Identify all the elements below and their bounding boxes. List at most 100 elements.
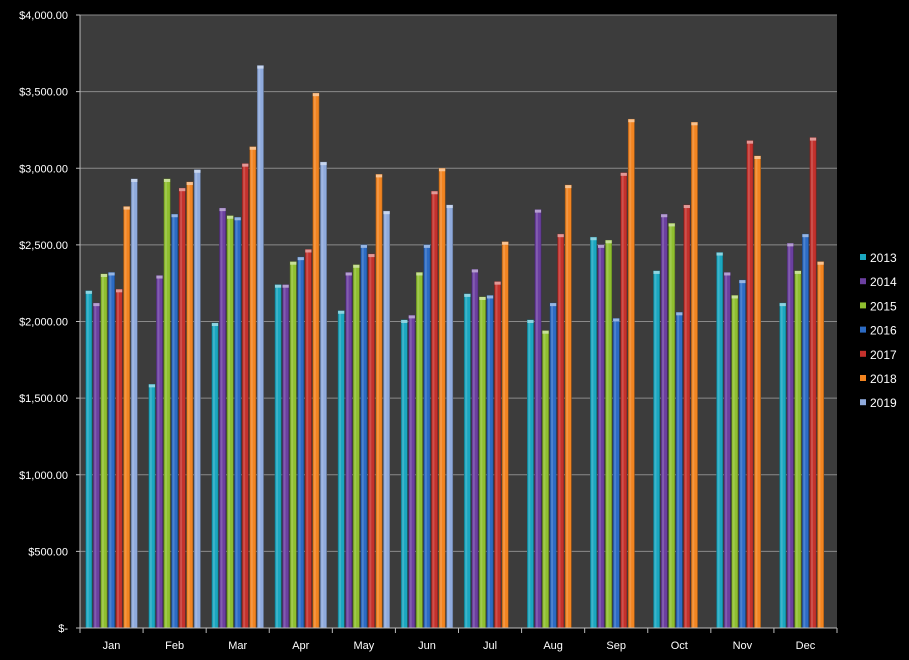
bar-cap — [312, 93, 320, 97]
legend-item: 2015 — [860, 299, 897, 313]
bar — [100, 273, 108, 629]
bar-cap — [274, 284, 282, 288]
bar-highlight — [409, 316, 412, 628]
bar-cap — [282, 284, 289, 288]
bar-highlight — [276, 285, 278, 628]
bar — [668, 223, 676, 629]
bar — [304, 249, 312, 629]
bar-highlight — [132, 179, 135, 629]
bar — [723, 272, 731, 629]
bar-cap — [739, 280, 746, 284]
bar — [731, 295, 739, 629]
legend-swatch — [860, 375, 866, 381]
legend-label: 2019 — [870, 396, 897, 410]
y-tick-label: $2,500.00 — [19, 240, 68, 252]
bar-highlight — [654, 271, 657, 628]
bar-highlight — [621, 173, 624, 628]
bar-highlight — [124, 207, 127, 628]
legend-swatch — [860, 350, 866, 357]
bar — [660, 213, 668, 629]
bar-highlight — [243, 164, 246, 628]
bar-cap — [683, 205, 690, 209]
bar-cap — [338, 310, 345, 314]
bar — [627, 118, 635, 629]
x-tick-label: Dec — [796, 640, 816, 652]
bar-cap — [817, 261, 824, 265]
bar — [320, 161, 327, 629]
bar — [108, 272, 115, 629]
bar-highlight — [117, 290, 119, 628]
bar — [786, 243, 794, 629]
bar — [289, 261, 297, 629]
bar-highlight — [811, 138, 813, 628]
legend-label: 2014 — [870, 275, 897, 289]
bar — [257, 65, 264, 629]
bar-cap — [345, 272, 352, 276]
bar-cap — [148, 384, 156, 388]
bar-cap — [194, 169, 201, 173]
bar-highlight — [402, 320, 405, 628]
bar-highlight — [213, 324, 215, 628]
bar-highlight — [495, 282, 498, 628]
x-tick-label: May — [353, 640, 374, 652]
y-tick-label: $1,000.00 — [19, 470, 68, 482]
bar-cap — [401, 319, 408, 323]
series-2016 — [108, 213, 809, 629]
bar — [738, 279, 746, 629]
bar — [557, 233, 565, 629]
x-tick-label: Jul — [483, 640, 497, 652]
bar-cap — [802, 234, 809, 238]
y-tick-label: $500.00 — [28, 546, 68, 558]
bar-cap — [211, 323, 219, 327]
bar-highlight — [740, 281, 743, 628]
bar-highlight — [732, 296, 735, 628]
bar-highlight — [440, 169, 442, 628]
bar-highlight — [488, 296, 490, 628]
bar-cap — [249, 146, 256, 150]
legend-item: 2013 — [860, 251, 897, 265]
bar-cap — [353, 264, 360, 268]
legend-item: 2014 — [860, 275, 897, 289]
bar — [156, 275, 163, 629]
bar-highlight — [662, 215, 665, 628]
bar — [282, 284, 290, 629]
bar-highlight — [803, 235, 806, 628]
bar-cap — [290, 261, 297, 265]
bar — [345, 272, 353, 629]
bar-cap — [620, 172, 627, 176]
bar-cap — [668, 223, 675, 227]
bar-cap — [156, 275, 163, 279]
bar-cap — [628, 119, 635, 123]
bar — [683, 204, 691, 629]
bar-highlight — [591, 238, 594, 628]
bar-cap — [408, 315, 415, 319]
bar-cap — [85, 290, 92, 294]
bar-cap — [227, 215, 234, 219]
bar-cap — [116, 289, 123, 293]
bar-highlight — [535, 210, 538, 628]
bar-cap — [171, 214, 178, 218]
bar-cap — [661, 214, 668, 218]
bars — [85, 65, 825, 629]
bar — [534, 209, 542, 629]
bar-highlight — [187, 183, 190, 629]
bar-cap — [131, 178, 138, 182]
bar — [297, 256, 305, 629]
bar-cap — [438, 168, 446, 172]
bar — [549, 302, 557, 629]
x-tick-label: Sep — [606, 640, 626, 652]
bar-cap — [179, 188, 186, 192]
bar-cap — [527, 319, 534, 323]
bar-highlight — [258, 66, 261, 628]
bar-cap — [779, 303, 786, 307]
x-tick-label: Apr — [292, 640, 309, 652]
bar-highlight — [528, 320, 531, 628]
bar-cap — [597, 244, 605, 248]
bar-highlight — [717, 253, 720, 628]
bar — [486, 295, 494, 629]
bar-highlight — [165, 179, 167, 629]
bar-cap — [416, 272, 423, 276]
gridlines — [80, 14, 837, 552]
x-tick-label: Aug — [543, 640, 563, 652]
